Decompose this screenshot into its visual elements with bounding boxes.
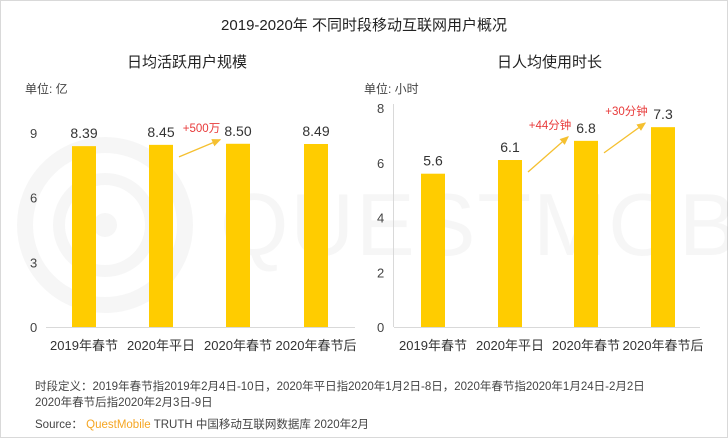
bar-value-label: 8.39 [70, 125, 97, 141]
bar [226, 143, 250, 327]
definition-line-2: 2020年春节后指2020年2月3日-9日 [35, 397, 213, 409]
bar [498, 160, 522, 327]
right-chart-title: 日人均使用时长 [497, 54, 603, 71]
y-tick-label: 6 [377, 156, 384, 171]
category-label: 2020年春节后 [276, 338, 357, 353]
right-chart: 0 2 4 6 8 5.6 2019年春节 6.1 2020年平日 6.8 2020年春节 7.3 20… [377, 101, 703, 353]
y-tick-label: 4 [377, 211, 384, 226]
source-brand: QuestMobile [86, 419, 151, 431]
y-tick-label: 9 [30, 126, 37, 141]
growth-annotation: +500万 [183, 123, 220, 135]
growth-arrow [527, 135, 569, 173]
left-unit-label: 单位: 亿 [25, 82, 68, 96]
bar-value-label: 8.49 [302, 123, 329, 139]
source-label: Source： [35, 419, 83, 431]
bar-value-label: 5.6 [423, 153, 443, 169]
bar-value-label: 8.45 [147, 124, 174, 140]
y-tick-label: 3 [30, 255, 37, 270]
y-tick-label: 0 [377, 320, 384, 335]
bar [574, 140, 598, 327]
left-chart: 0 3 6 9 8.39 2019年春节 8.45 2020年平日 8.50 2020年春节 8.4… [30, 123, 356, 353]
right-unit-label: 单位: 小时 [364, 82, 419, 96]
y-tick-label: 8 [377, 101, 384, 116]
source-rest: TRUTH 中国移动互联网数据库 2020年2月 [153, 419, 370, 431]
growth-arrow [178, 139, 222, 158]
category-label: 2020年春节 [204, 338, 272, 353]
bar-value-label: 6.1 [500, 139, 520, 155]
bar [149, 144, 173, 327]
definition-line-1: 时段定义：2019年春节指2019年2月4日-10日，2020年平日指2020年… [35, 381, 645, 393]
category-label: 2020年春节 [552, 338, 620, 353]
category-label: 2019年春节 [399, 338, 467, 353]
y-tick-label: 0 [30, 320, 37, 335]
bar-value-label: 8.50 [224, 123, 251, 139]
category-label: 2020年平日 [476, 338, 544, 353]
growth-annotation: +44分钟 [529, 118, 572, 132]
category-label: 2020年春节后 [623, 338, 704, 353]
bar [304, 143, 328, 327]
y-tick-label: 2 [377, 265, 384, 280]
growth-arrow [603, 122, 647, 154]
bar [421, 173, 445, 327]
category-label: 2020年平日 [127, 338, 195, 353]
left-chart-title: 日均活跃用户规模 [127, 54, 248, 71]
page-title: 2019-2020年 不同时段移动互联网用户概况 [221, 17, 507, 34]
source-line: Source： QuestMobile TRUTH 中国移动互联网数据库 202… [35, 416, 369, 432]
bar [72, 146, 96, 327]
bar [651, 127, 675, 327]
category-label: 2019年春节 [50, 338, 118, 353]
growth-annotation: +30分钟 [605, 104, 648, 118]
bar-value-label: 7.3 [653, 106, 673, 122]
bar-value-label: 6.8 [576, 120, 596, 136]
y-tick-label: 6 [30, 191, 37, 206]
